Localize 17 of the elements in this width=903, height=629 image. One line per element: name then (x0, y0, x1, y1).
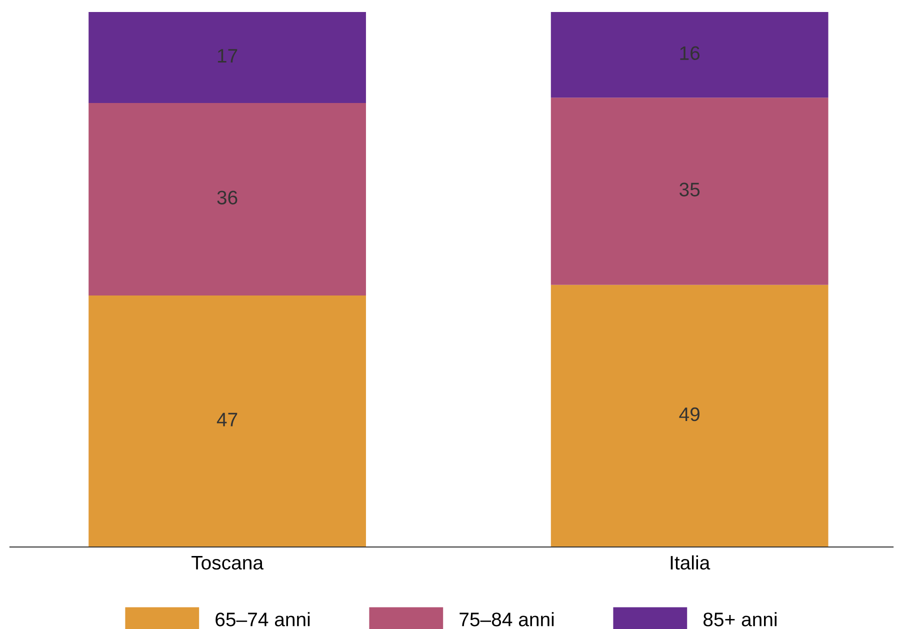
x-tick-label: Toscana (192, 556, 264, 570)
data-label: 35 (680, 182, 700, 196)
legend-label: 75–84 anni (460, 612, 554, 626)
data-label: 36 (217, 190, 238, 204)
legend-label: 85+ anni (704, 612, 776, 626)
bar (88, 12, 366, 103)
legend-label: 65–74 anni (216, 612, 310, 626)
data-label: 49 (679, 407, 700, 422)
bar (88, 296, 366, 547)
x-tick-label: Italia (670, 555, 710, 570)
data-label: 47 (216, 412, 238, 426)
data-label: 16 (680, 46, 700, 60)
bar (550, 98, 828, 285)
data-label: 17 (218, 49, 238, 63)
bar (550, 12, 828, 98)
bar (88, 102, 366, 296)
bar (550, 284, 828, 547)
